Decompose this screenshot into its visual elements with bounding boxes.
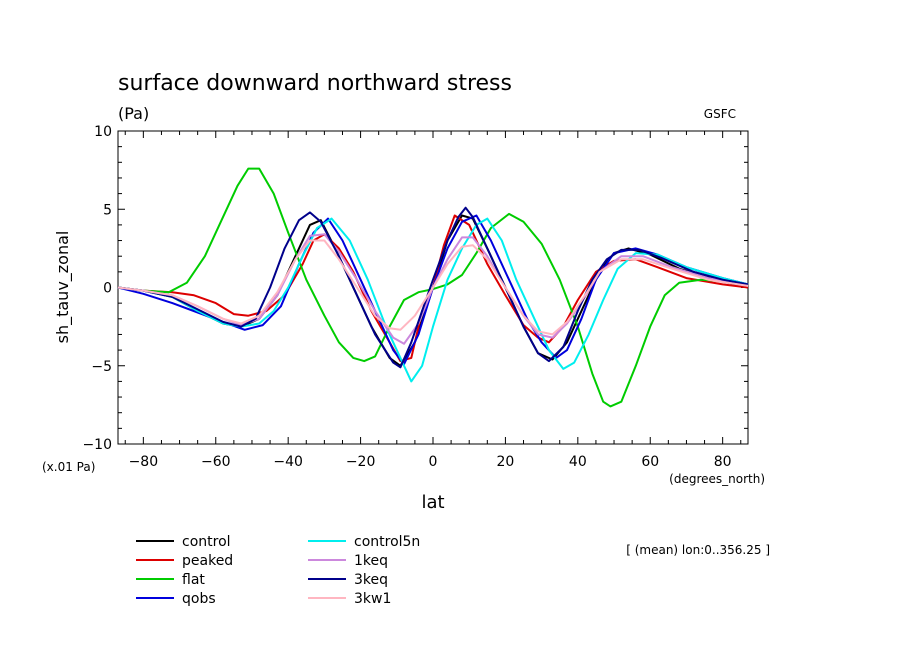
legend-label: flat bbox=[182, 572, 205, 588]
tick-marks bbox=[118, 130, 748, 445]
x-tick-label: 40 bbox=[569, 454, 587, 470]
legend-label: control5n bbox=[354, 534, 420, 550]
x-tick-label: −80 bbox=[129, 454, 159, 470]
legend-label: control bbox=[182, 534, 231, 550]
footnote: [ (mean) lon:0..356.25 ] bbox=[626, 543, 770, 557]
chart-units: (Pa) bbox=[118, 104, 149, 123]
legend-label: qobs bbox=[182, 591, 216, 607]
y-tick-label: −10 bbox=[82, 437, 112, 453]
legend: control peaked flat qobs control5n 1keq 3keq 3k… bbox=[136, 534, 420, 607]
y-tick-labels: −10 −5 0 5 10 bbox=[82, 124, 112, 453]
x-tick-label: 60 bbox=[641, 454, 659, 470]
x-axis-label: lat bbox=[421, 492, 444, 513]
series-line-3kw1 bbox=[117, 239, 749, 336]
x-tick-label: −20 bbox=[346, 454, 376, 470]
chart-title: surface downward northward stress bbox=[118, 71, 512, 96]
legend-label: peaked bbox=[182, 553, 233, 569]
series-line-control5n bbox=[117, 217, 749, 383]
y-tick-label: 5 bbox=[103, 202, 112, 218]
x-tick-label: 0 bbox=[429, 454, 438, 470]
legend-label: 3keq bbox=[354, 572, 388, 588]
series-lines bbox=[117, 167, 749, 408]
x-tick-label: 80 bbox=[714, 454, 732, 470]
y-tick-label: 10 bbox=[94, 124, 112, 140]
legend-label: 1keq bbox=[354, 553, 388, 569]
y-axis-label: sh_tauv_zonal bbox=[53, 231, 73, 344]
x-tick-label: 20 bbox=[496, 454, 514, 470]
y-tick-label: −5 bbox=[91, 359, 112, 375]
series-line-3keq bbox=[117, 206, 749, 369]
y-scale-note: (x.01 Pa) bbox=[42, 460, 95, 474]
x-tick-labels: −80 −60 −40 −20 0 20 40 60 80 bbox=[129, 454, 732, 470]
x-axis-units: (degrees_north) bbox=[669, 472, 765, 486]
y-tick-label: 0 bbox=[103, 281, 112, 297]
legend-label: 3kw1 bbox=[354, 591, 391, 607]
x-tick-label: −60 bbox=[201, 454, 231, 470]
x-tick-label: −40 bbox=[273, 454, 303, 470]
source-label: GSFC bbox=[704, 107, 736, 121]
